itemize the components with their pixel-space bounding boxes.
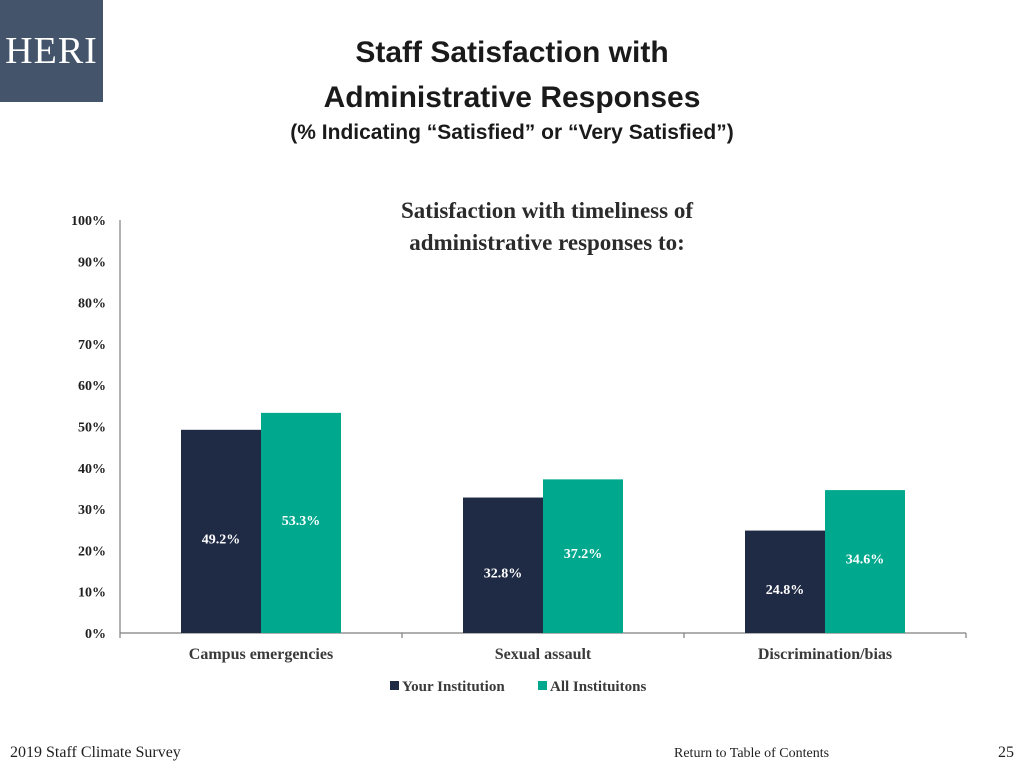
bar-value-label: 49.2% [202,532,241,547]
legend-swatch [538,681,547,690]
bar-value-label: 32.8% [484,566,523,581]
x-category-label: Sexual assault [495,646,592,663]
bar-value-label: 24.8% [766,583,805,598]
chart-title-line: Satisfaction with timeliness of [401,198,693,223]
chart-title-line: administrative responses to: [409,230,685,255]
legend-label: Your Institution [402,679,505,695]
bar [181,429,261,633]
page-title-line2: Administrative Responses [323,81,701,114]
bar [261,412,341,633]
page-title-line1: Staff Satisfaction with [355,36,669,69]
y-tick-label: 70% [78,338,106,353]
heri-logo: HERI [0,0,103,102]
x-category-label: Discrimination/bias [758,646,892,663]
legend-swatch [390,681,399,690]
bar-value-label: 37.2% [564,547,603,562]
y-tick-label: 30% [78,503,106,518]
page-number: 25 [998,744,1014,761]
y-tick-label: 10% [78,586,106,601]
legend-label: All Instituitons [550,679,646,695]
y-tick-label: 100% [71,214,106,229]
table-of-contents-link[interactable]: Return to Table of Contents [674,746,830,761]
y-tick-label: 0% [85,627,106,642]
y-tick-label: 60% [78,379,106,394]
bar [825,490,905,633]
y-tick-label: 20% [78,544,106,559]
survey-name: 2019 Staff Climate Survey [10,744,181,761]
page-subtitle: (% Indicating “Satisfied” or “Very Satis… [290,121,734,144]
y-tick-label: 90% [78,255,106,270]
logo-text: HERI [5,30,98,72]
y-tick-label: 80% [78,297,106,312]
y-tick-label: 50% [78,421,106,436]
bar [463,497,543,633]
y-tick-label: 40% [78,462,106,477]
bar [745,530,825,633]
bar [543,479,623,633]
bar-value-label: 53.3% [282,514,321,529]
x-category-label: Campus emergencies [189,646,333,663]
bar-value-label: 34.6% [846,553,885,568]
